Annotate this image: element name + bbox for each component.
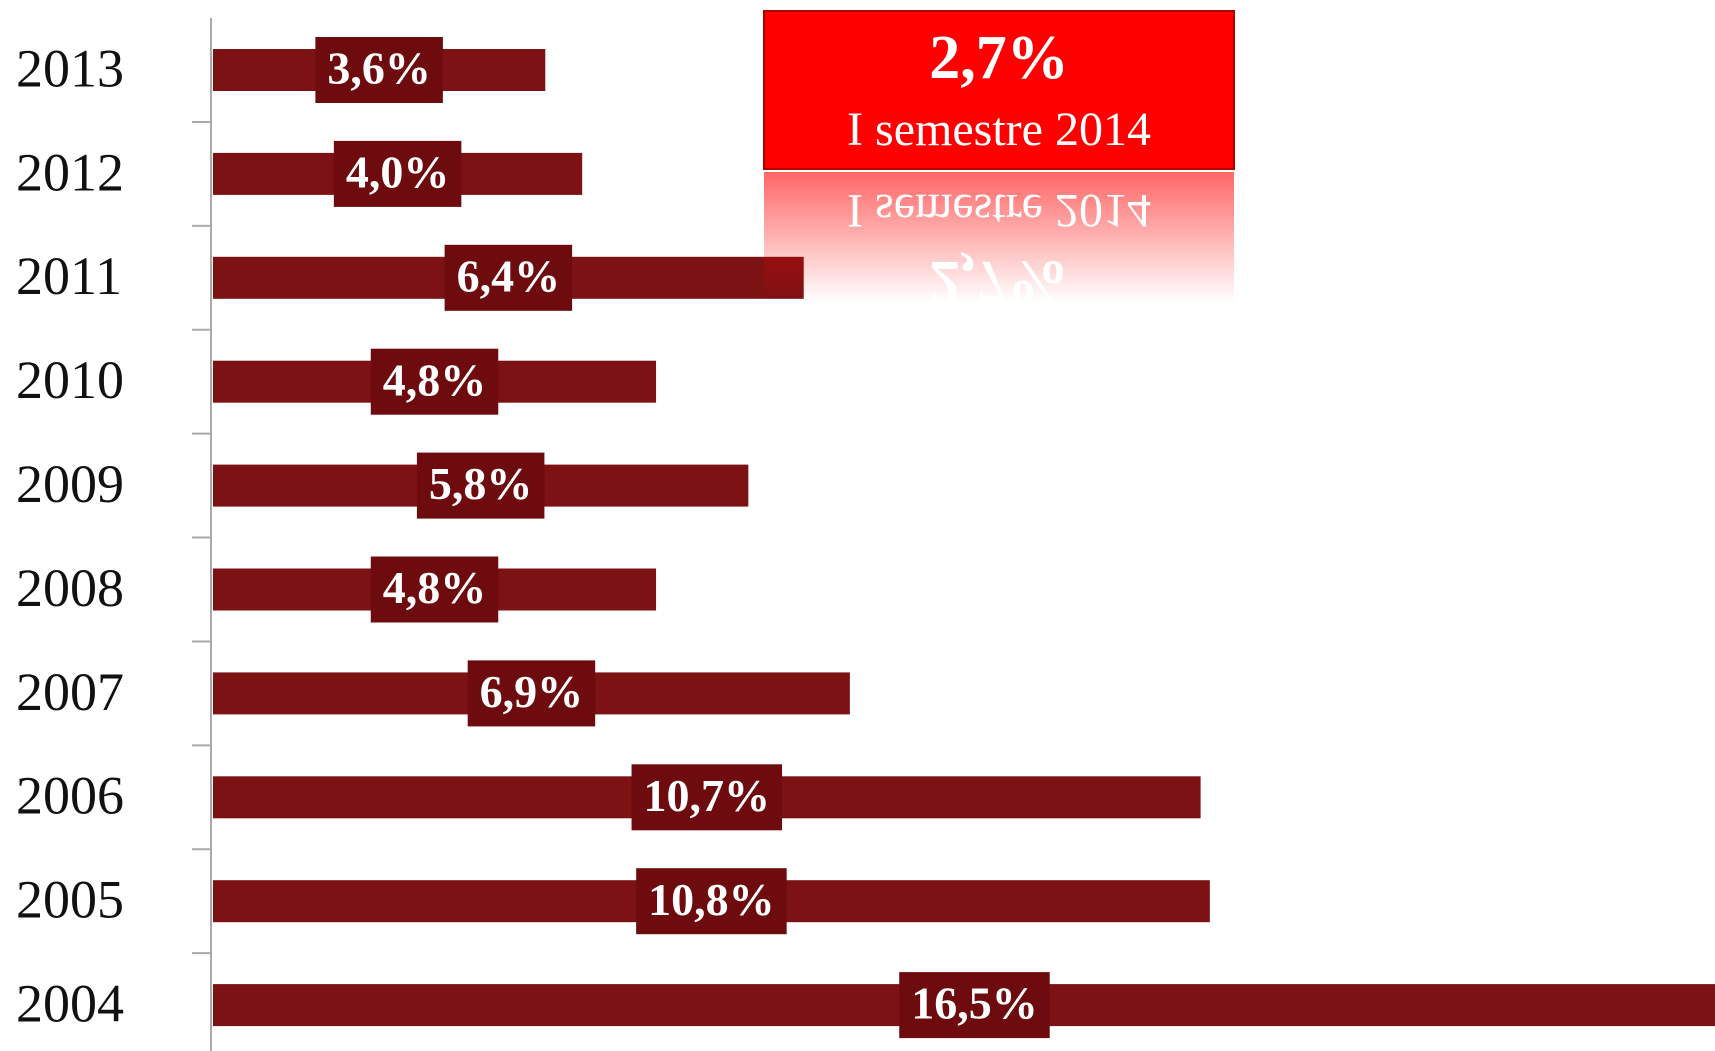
value-label: 4,0%: [346, 146, 450, 197]
value-label-box: [416, 452, 545, 519]
value-label-box: [467, 660, 596, 727]
y-tick-label: 2004: [16, 973, 124, 1033]
value-label-box: [333, 140, 462, 207]
y-tick-label: 2008: [16, 558, 124, 618]
value-label: 4,8%: [383, 562, 487, 613]
annotation: 2,7% I semestre 2014 2,7% I semestre 201…: [763, 10, 1235, 329]
value-label: 4,8%: [383, 354, 487, 405]
annotation-box: [763, 10, 1235, 170]
annotation-reflection: 2,7% I semestre 2014: [764, 171, 1234, 329]
value-label-box: [315, 37, 443, 103]
y-tick-label: 2010: [16, 350, 124, 410]
y-tick-label: 2006: [16, 766, 124, 826]
reflection-box: [764, 171, 1234, 329]
y-tick-label: 2011: [16, 246, 122, 306]
value-label: 10,8%: [648, 874, 775, 925]
value-label-box: [370, 348, 499, 415]
bars: 2013 3,6% 2012 4,0% 2011 6,4% 2010 4,8% 2009 5,8%…: [16, 37, 1715, 1039]
reflection-value: 2,7%: [929, 248, 1069, 316]
annotation-text: I semestre 2014: [847, 103, 1151, 156]
reflection-text: I semestre 2014: [847, 184, 1151, 237]
value-label-box: [444, 244, 573, 311]
value-label-box: [370, 556, 499, 623]
value-label: 6,4%: [457, 250, 561, 301]
y-tick-label: 2009: [16, 454, 124, 514]
value-label: 6,9%: [480, 666, 584, 717]
value-label-box: [631, 764, 783, 831]
y-tick-label: 2007: [16, 662, 124, 722]
value-label: 3,6%: [327, 43, 431, 94]
y-tick-label: 2012: [16, 142, 124, 202]
annotation-value: 2,7%: [929, 24, 1069, 92]
y-tick-label: 2005: [16, 870, 124, 930]
value-label: 5,8%: [429, 458, 533, 509]
value-label-box: [899, 972, 1050, 1039]
y-tick-label: 2013: [16, 38, 124, 98]
value-label-box: [636, 868, 787, 935]
value-label: 16,5%: [911, 978, 1038, 1029]
value-label: 10,7%: [644, 770, 771, 821]
